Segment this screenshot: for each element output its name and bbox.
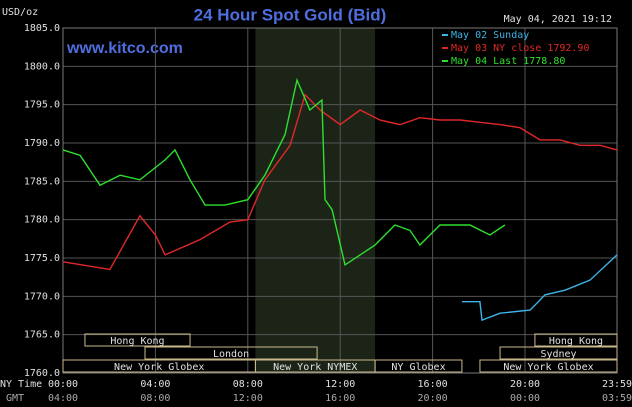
legend-label: May 03 NY close 1792.90 (451, 43, 589, 54)
series-line (62, 77, 506, 267)
session-label: Hong Kong (110, 336, 164, 347)
x2-tick-label: 08:00 (140, 393, 170, 404)
session-box (374, 359, 463, 373)
session-label: Hong Kong (549, 336, 603, 347)
timestamp: May 04, 2021 19:12 (504, 14, 612, 25)
series-line (461, 254, 618, 322)
x-tick-label: 12:00 (325, 379, 355, 390)
session-label: NY Globex (391, 362, 445, 373)
site-label: www.kitco.com (66, 40, 183, 57)
y-tick-label: 1805.0 (24, 23, 60, 34)
y-tick-label: 1775.0 (24, 253, 60, 264)
legend-label: May 02 Sunday (451, 30, 529, 41)
y-tick-label: 1765.0 (24, 330, 60, 341)
y-tick-label: 1795.0 (24, 100, 60, 111)
y-tick-label: 1780.0 (24, 215, 60, 226)
plot-border (62, 27, 618, 374)
session-label: Sydney (540, 349, 576, 360)
y-tick-label: 1790.0 (24, 138, 60, 149)
x-tick-label: 04:00 (140, 379, 170, 390)
x-tick-label: 08:00 (233, 379, 263, 390)
x2-tick-label: 03:59 (602, 393, 632, 404)
session-box (479, 359, 618, 373)
session-shade (255, 28, 376, 373)
session-label: London (213, 349, 249, 360)
chart-title: 24 Hour Spot Gold (Bid) (194, 5, 387, 24)
session-box (499, 346, 618, 360)
x2-tick-label: 12:00 (233, 393, 263, 404)
x-axis-label: NY Time (0, 379, 42, 390)
y-unit: USD/oz (2, 7, 38, 18)
legend-label: May 04 Last 1778.80 (451, 56, 565, 67)
y-tick-label: 1785.0 (24, 176, 60, 187)
session-label: New York Globex (114, 362, 204, 373)
x2-tick-label: 20:00 (418, 393, 448, 404)
y-tick-label: 1800.0 (24, 61, 60, 72)
x-tick-label: 16:00 (418, 379, 448, 390)
y-tick-label: 1760.0 (24, 368, 60, 379)
session-label: New York Globex (503, 362, 593, 373)
x2-tick-label: 04:00 (48, 393, 78, 404)
x-tick-label: 23:59 (602, 379, 632, 390)
series-line (62, 93, 618, 271)
session-box (144, 346, 318, 360)
session-label: New York NYMEX (273, 362, 357, 373)
x2-tick-label: 00:00 (510, 393, 540, 404)
y-tick-label: 1770.0 (24, 291, 60, 302)
session-box (84, 333, 191, 347)
x2-axis-label: GMT (6, 393, 24, 404)
x-tick-label: 00:00 (48, 379, 78, 390)
x-tick-label: 20:00 (510, 379, 540, 390)
x2-tick-label: 16:00 (325, 393, 355, 404)
session-box (534, 333, 618, 347)
